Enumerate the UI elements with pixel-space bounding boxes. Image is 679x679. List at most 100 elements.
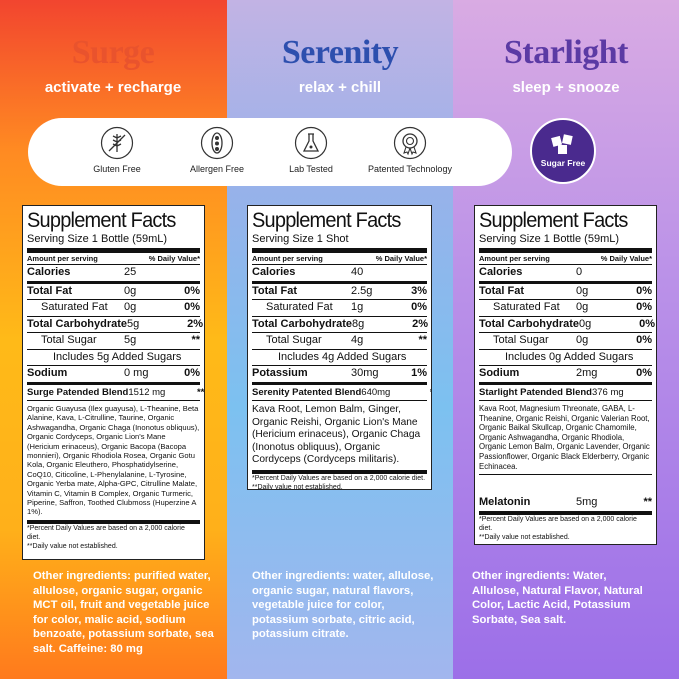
amount: 5g <box>127 317 140 330</box>
daily-value: 0% <box>184 367 200 379</box>
facts-row: Total Fat 0g 0% <box>479 284 652 300</box>
amount: 2mg <box>576 367 598 379</box>
dv-header: % Daily Value* <box>375 254 427 263</box>
badge-label: Lab Tested <box>289 164 333 174</box>
amount: 25 <box>124 266 137 278</box>
daily-value: ** <box>418 334 427 346</box>
facts-row: Total Carbohydrate 0g 0% <box>479 317 656 333</box>
daily-value: 0% <box>636 334 652 346</box>
facts-title: Supplement Facts <box>27 209 176 232</box>
other-ingredients: Other ingredients: water, allulose, orga… <box>252 570 434 640</box>
amount: 5g <box>124 334 137 346</box>
amount: 0g <box>576 284 589 297</box>
badge: Lab Tested <box>261 126 361 174</box>
facts-row: Saturated Fat 1g 0% <box>252 300 427 317</box>
footnote: **Daily value not established. <box>252 483 343 490</box>
facts-row: Saturated Fat 0g 0% <box>27 300 200 317</box>
nutrient-label: Total Carbohydrate <box>27 317 128 330</box>
nutrient-label: Calories <box>252 266 296 278</box>
supplement-facts: Supplement Facts Serving Size 1 Bottle (5… <box>474 205 657 545</box>
nutrient-label: Potassium <box>252 367 308 379</box>
badge-label: Gluten Free <box>93 164 141 174</box>
sugar-free-badge: Sugar Free <box>530 118 596 184</box>
blend-ingredients: Organic Guayusa (Ilex guayusa), L-Theani… <box>27 401 200 524</box>
nutrient-label: Melatonin <box>479 496 531 509</box>
footnote: *Percent Daily Values are based on a 2,0… <box>479 515 637 532</box>
supplement-facts: Supplement Facts Serving Size 1 Shot Amoun… <box>247 205 432 490</box>
badge-label: Allergen Free <box>189 164 245 174</box>
amount: 0g <box>576 301 589 313</box>
facts-row: Calories 0 <box>479 265 652 284</box>
nutrient-label: Serenity Patented Blend <box>252 386 362 398</box>
footnote: *Percent Daily Values are based on a 2,0… <box>252 474 426 482</box>
amount: 0g <box>576 334 589 346</box>
daily-value: 2% <box>187 317 204 330</box>
facts-header: Amount per serving % Daily Value* <box>252 253 427 265</box>
nutrient-label: Total Carbohydrate <box>479 317 580 330</box>
nutrient-label: Calories <box>27 266 71 278</box>
facts-row: Includes 4g Added Sugars5% <box>252 350 427 366</box>
nutrient-label: Starlight Patended Blend <box>479 386 592 398</box>
daily-value: 0% <box>636 284 652 297</box>
facts-row: Sodium 2mg 0% <box>479 366 652 385</box>
daily-value: 2% <box>412 317 429 330</box>
badge: Allergen Free <box>167 126 267 174</box>
facts-row: Calories 25 <box>27 265 200 284</box>
amount: 0 mg <box>124 367 149 379</box>
badge: Patented Technology <box>360 126 460 174</box>
daily-value: 0% <box>411 301 427 313</box>
amount: 5mg <box>576 496 598 509</box>
daily-value: 0% <box>184 301 200 313</box>
facts-row: Melatonin 5mg ** <box>479 495 652 515</box>
badge-label: Sugar Free <box>540 158 586 168</box>
nutrient-label: Surge Patended Blend <box>27 386 129 398</box>
tagline: activate + recharge <box>44 79 182 96</box>
amount-header: Amount per serving <box>252 254 323 263</box>
nutrient-label: Total Fat <box>27 284 73 297</box>
nutrient-label: Saturated Fat <box>41 301 108 313</box>
facts-row: Potassium 30mg 1% <box>252 366 427 385</box>
nutrient-label: Saturated Fat <box>493 301 560 313</box>
amount: 40 <box>351 266 364 278</box>
facts-header: Amount per serving % Daily Value* <box>27 253 200 265</box>
facts-row: Surge Patended Blend 1512 mg ** <box>27 385 204 401</box>
spacer <box>633 350 656 366</box>
nutrient-label: Total Sugar <box>41 334 97 346</box>
serving-size: Serving Size 1 Shot <box>252 233 427 253</box>
icon <box>551 134 573 154</box>
badge-bar: Gluten Free Allergen Free Lab Tested Pat… <box>28 118 512 186</box>
facts-header: Amount per serving % Daily Value* <box>479 253 652 265</box>
footnote: **Daily value not established. <box>479 533 570 541</box>
dv-header: % Daily Value* <box>148 254 200 263</box>
nutrient-label: Includes 4g Added Sugars <box>278 350 407 363</box>
amount: 30mg <box>351 367 379 379</box>
other-ingredients: Other ingredients: purified water, allul… <box>33 570 214 655</box>
amount: 376 mg <box>591 386 624 398</box>
amount: 8g <box>352 317 365 330</box>
facts-row: Includes 0g Added Sugars0% <box>479 350 652 366</box>
badge: Gluten Free <box>67 126 167 174</box>
daily-value: ** <box>643 496 652 509</box>
facts-row: Sodium 0 mg 0% <box>27 366 200 385</box>
spacer <box>181 350 204 366</box>
nutrient-label: Includes 0g Added Sugars <box>505 350 634 363</box>
amount: 2.5g <box>351 284 373 297</box>
daily-value: 0% <box>636 301 652 313</box>
daily-value: 1% <box>411 367 427 379</box>
amount: 640mg <box>361 386 391 398</box>
spacer <box>406 350 431 366</box>
nutrient-label: Saturated Fat <box>266 301 333 313</box>
icon <box>200 126 234 160</box>
daily-value: ** <box>407 385 431 401</box>
facts-row: Saturated Fat 0g 0% <box>479 300 652 317</box>
product-name: Surge <box>71 34 155 71</box>
daily-value: ** <box>196 386 205 398</box>
facts-title: Supplement Facts <box>252 209 401 232</box>
icon <box>393 126 427 160</box>
daily-value: 0% <box>639 317 656 330</box>
facts-title: Supplement Facts <box>479 209 628 232</box>
facts-row: Total Fat 0g 0% <box>27 284 200 300</box>
